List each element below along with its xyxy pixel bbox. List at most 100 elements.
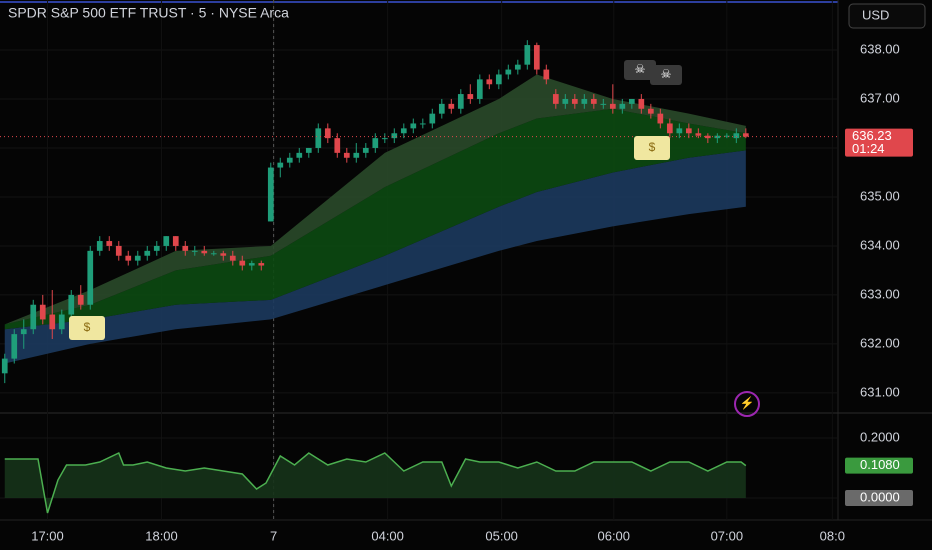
indicator [4, 451, 747, 514]
y-tick-label: 637.00 [860, 90, 900, 105]
candle-body [429, 113, 436, 124]
candle-body [438, 103, 445, 114]
candle-body [324, 128, 331, 139]
candle-body [286, 157, 293, 163]
indicator-line [4, 451, 747, 514]
candle-body [742, 133, 749, 137]
candle-body [68, 294, 75, 315]
candle-body [248, 263, 255, 266]
x-tick-label: 04:00 [371, 528, 404, 543]
candle-body [20, 329, 27, 335]
candle-body [733, 133, 740, 139]
candle-body [182, 245, 189, 251]
candle-body [419, 123, 426, 125]
candle-body [638, 98, 645, 109]
x-tick-label: 08:0 [820, 528, 845, 543]
candle-body [172, 236, 179, 246]
svg-text:$: $ [84, 320, 91, 334]
candle-body [590, 98, 597, 104]
svg-text:⚡: ⚡ [740, 396, 755, 410]
y-tick-label: 631.00 [860, 384, 900, 399]
candle-body [476, 79, 483, 99]
candle-body [467, 94, 474, 99]
candle-body [343, 152, 350, 158]
money-badge[interactable]: $ $ [69, 136, 670, 340]
x-tick-label: 7 [270, 528, 277, 543]
indicator-last-box [845, 457, 913, 474]
candle-body [11, 334, 18, 359]
candle-body [30, 304, 37, 330]
candle-body [201, 250, 208, 254]
candle-body [657, 113, 664, 124]
x-tick-label: 06:00 [597, 528, 630, 543]
candle-body [552, 94, 559, 104]
candle-body [1, 358, 8, 374]
y-tick-label: 633.00 [860, 286, 900, 301]
candle-body [676, 128, 683, 134]
candle-body [153, 245, 160, 251]
candle-body [372, 138, 379, 148]
alert-icon[interactable]: ⚡ [734, 391, 760, 417]
chart-title: SPDR S&P 500 ETF TRUST · 5 · NYSE Arca [8, 5, 289, 21]
svg-text:☠: ☠ [635, 62, 646, 76]
candle-body [514, 64, 521, 70]
candle-body [277, 162, 284, 168]
candle-body [486, 79, 493, 85]
candle-body [533, 45, 540, 70]
candle-body [543, 69, 550, 80]
band-area [4, 74, 746, 325]
candle-body [220, 253, 227, 256]
candle-body [571, 98, 578, 104]
candle-body [334, 138, 341, 153]
skull-badge[interactable]: ☠ ☠ [624, 60, 682, 85]
candle-body [400, 128, 407, 134]
zero-box [845, 490, 913, 506]
y-tick-label: 638.00 [860, 41, 900, 56]
candle-body [448, 103, 455, 109]
last-price-label: 636.23 [852, 128, 892, 143]
countdown-label: 01:24 [852, 141, 885, 156]
candle-body [144, 250, 151, 256]
candle-body [381, 138, 388, 140]
candle-body [106, 241, 113, 246]
candle-body [115, 245, 122, 256]
candle-body [647, 108, 654, 114]
candle-body [305, 147, 312, 153]
band-area [4, 150, 746, 364]
y-tick-label: 635.00 [860, 188, 900, 203]
svg-text:☠: ☠ [661, 67, 672, 81]
candle-body [666, 123, 673, 134]
candle-body [296, 152, 303, 158]
currency-label[interactable]: USD [862, 7, 889, 22]
indicator-tick-label: 0.0000 [860, 489, 900, 504]
candle-body [353, 152, 360, 158]
candle-body [96, 241, 103, 251]
candle-body [410, 123, 417, 129]
x-tick-label: 07:00 [711, 528, 744, 543]
axes: 638.00637.00636.00635.00634.00633.00632.… [0, 41, 913, 543]
indicator-last-label: 0.1080 [860, 457, 900, 472]
candle-body [457, 94, 464, 109]
candle-body [495, 74, 502, 85]
candle-body [695, 133, 702, 136]
candle-body [505, 69, 512, 75]
bands [4, 74, 746, 364]
candle-body [210, 253, 217, 255]
candle-body [315, 128, 322, 148]
candle-body [600, 103, 607, 105]
candle-body [134, 255, 141, 261]
candle-body [609, 103, 616, 109]
candle-body [723, 135, 730, 137]
candle-body [125, 255, 132, 261]
candle-body [229, 255, 236, 261]
candle-body [191, 250, 198, 252]
candle-body [58, 314, 65, 330]
candle-body [49, 314, 56, 330]
candle-body [77, 294, 84, 305]
currency-button[interactable] [848, 3, 926, 29]
candle-body [704, 135, 711, 139]
candles [1, 40, 749, 384]
candle-body [258, 263, 265, 266]
